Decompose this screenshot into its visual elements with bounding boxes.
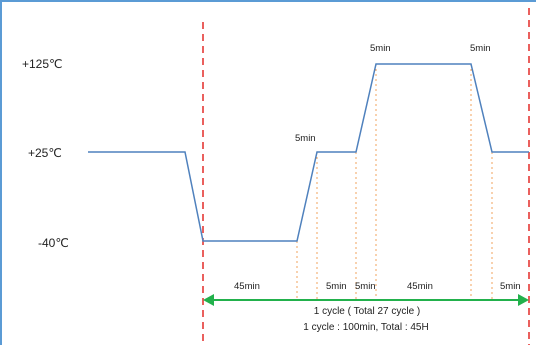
cycle-caption: 1 cycle ( Total 27 cycle ) [314, 306, 421, 317]
dwell-label-high-start: 5min [370, 43, 391, 54]
segment-duration-1: 45min [234, 281, 260, 292]
segment-duration-4: 45min [407, 281, 433, 292]
dwell-label-high-end: 5min [470, 43, 491, 54]
cycle-arrow-left-head [203, 294, 214, 306]
temp-label-mid: +25℃ [28, 146, 62, 160]
temp-label-high: +125℃ [22, 57, 63, 71]
segment-duration-2: 5min [326, 281, 347, 292]
cycle-arrow-right-head [518, 294, 529, 306]
temp-label-low: -40℃ [38, 236, 69, 250]
cycle-summary: 1 cycle : 100min, Total : 45H [303, 322, 428, 333]
temperature-profile-line [88, 63, 529, 242]
dwell-label-mid: 5min [295, 133, 316, 144]
segment-duration-5: 5min [500, 281, 521, 292]
segment-duration-3: 5min [355, 281, 376, 292]
